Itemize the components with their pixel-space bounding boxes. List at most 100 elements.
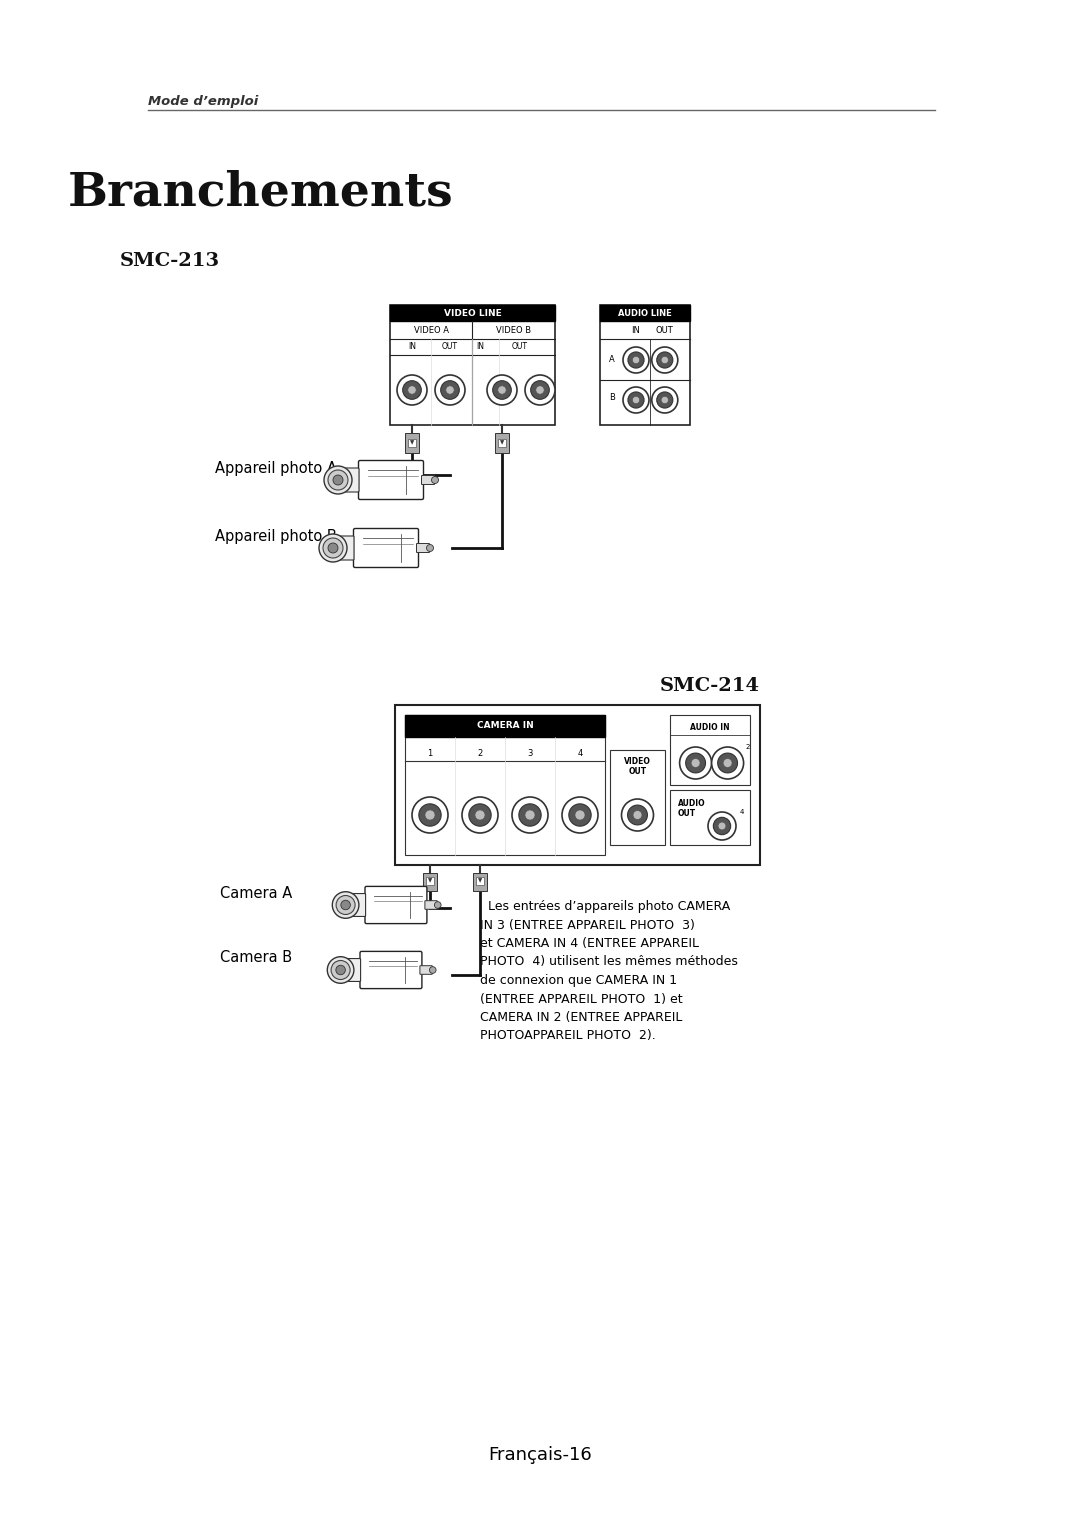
- Text: 2: 2: [745, 744, 750, 750]
- Bar: [405, 432, 419, 452]
- Text: A: A: [609, 354, 615, 364]
- FancyBboxPatch shape: [417, 544, 430, 553]
- Circle shape: [627, 351, 644, 368]
- Text: Appareil photo B: Appareil photo B: [215, 529, 337, 544]
- FancyBboxPatch shape: [365, 886, 427, 923]
- Text: 2: 2: [477, 749, 483, 758]
- Text: Camera B: Camera B: [220, 950, 292, 966]
- Text: OUT: OUT: [442, 342, 458, 351]
- Circle shape: [427, 544, 433, 552]
- Circle shape: [408, 385, 416, 394]
- Bar: [495, 432, 509, 452]
- Circle shape: [475, 810, 485, 821]
- Circle shape: [469, 804, 491, 827]
- FancyBboxPatch shape: [420, 966, 432, 975]
- Bar: [600, 306, 690, 425]
- Circle shape: [652, 387, 678, 413]
- Bar: [473, 872, 487, 891]
- Text: Français-16: Français-16: [488, 1445, 592, 1464]
- Text: SMC-214: SMC-214: [660, 677, 760, 695]
- Circle shape: [323, 538, 343, 558]
- Circle shape: [627, 805, 647, 825]
- Bar: [408, 439, 416, 448]
- Circle shape: [498, 385, 507, 394]
- Circle shape: [518, 804, 541, 827]
- Bar: [390, 306, 555, 321]
- FancyBboxPatch shape: [359, 460, 423, 500]
- Circle shape: [397, 374, 427, 405]
- Circle shape: [724, 758, 732, 767]
- FancyBboxPatch shape: [345, 894, 366, 917]
- Circle shape: [657, 393, 673, 408]
- Bar: [405, 715, 605, 856]
- Bar: [390, 306, 555, 425]
- Circle shape: [419, 804, 441, 827]
- Circle shape: [487, 374, 517, 405]
- Text: OUT: OUT: [512, 342, 528, 351]
- Bar: [426, 877, 434, 885]
- Circle shape: [430, 967, 436, 973]
- Text: ▼: ▼: [428, 879, 432, 883]
- Bar: [476, 877, 484, 885]
- Circle shape: [525, 810, 535, 821]
- FancyBboxPatch shape: [339, 958, 361, 981]
- Circle shape: [324, 466, 352, 494]
- Text: CAMERA IN: CAMERA IN: [476, 721, 534, 730]
- Text: IN: IN: [632, 325, 640, 335]
- Text: B: B: [609, 393, 615, 402]
- Circle shape: [403, 380, 421, 399]
- Circle shape: [633, 396, 639, 403]
- Bar: [600, 306, 690, 321]
- Circle shape: [661, 396, 669, 403]
- FancyBboxPatch shape: [332, 536, 354, 559]
- Circle shape: [434, 902, 441, 908]
- Circle shape: [713, 817, 731, 834]
- Circle shape: [623, 347, 649, 373]
- Circle shape: [336, 895, 355, 914]
- Circle shape: [686, 753, 705, 773]
- Circle shape: [652, 347, 678, 373]
- Text: SMC-213: SMC-213: [120, 252, 220, 270]
- Text: Mode d’emploi: Mode d’emploi: [148, 95, 258, 108]
- Circle shape: [319, 533, 347, 562]
- Circle shape: [525, 374, 555, 405]
- Text: 1: 1: [428, 749, 433, 758]
- Bar: [610, 750, 665, 845]
- Circle shape: [633, 810, 642, 819]
- Text: 4: 4: [578, 749, 582, 758]
- Text: OUT: OUT: [656, 325, 674, 335]
- Circle shape: [536, 385, 544, 394]
- Circle shape: [530, 380, 550, 399]
- Circle shape: [623, 387, 649, 413]
- Circle shape: [562, 798, 598, 833]
- Circle shape: [441, 380, 459, 399]
- FancyBboxPatch shape: [337, 468, 359, 492]
- Circle shape: [432, 477, 438, 483]
- Circle shape: [718, 753, 738, 773]
- Circle shape: [328, 471, 348, 490]
- Circle shape: [661, 356, 669, 364]
- Circle shape: [679, 747, 712, 779]
- Circle shape: [411, 798, 448, 833]
- Text: AUDIO LINE: AUDIO LINE: [618, 309, 672, 318]
- Text: ▼: ▼: [500, 440, 504, 446]
- Text: Camera A: Camera A: [220, 886, 293, 900]
- Circle shape: [575, 810, 585, 821]
- Circle shape: [462, 798, 498, 833]
- Bar: [423, 872, 437, 891]
- Circle shape: [708, 811, 735, 840]
- FancyBboxPatch shape: [421, 475, 434, 484]
- Circle shape: [627, 393, 644, 408]
- Circle shape: [341, 900, 350, 909]
- Text: VIDEO LINE: VIDEO LINE: [444, 309, 501, 318]
- Text: ▼: ▼: [410, 440, 414, 446]
- Circle shape: [512, 798, 548, 833]
- Text: VIDEO B: VIDEO B: [496, 325, 531, 335]
- FancyBboxPatch shape: [360, 952, 422, 989]
- FancyBboxPatch shape: [353, 529, 419, 567]
- Text: AUDIO: AUDIO: [678, 799, 705, 808]
- Circle shape: [327, 957, 354, 984]
- Circle shape: [691, 758, 700, 767]
- Text: 4: 4: [740, 808, 744, 814]
- Text: VIDEO A: VIDEO A: [414, 325, 449, 335]
